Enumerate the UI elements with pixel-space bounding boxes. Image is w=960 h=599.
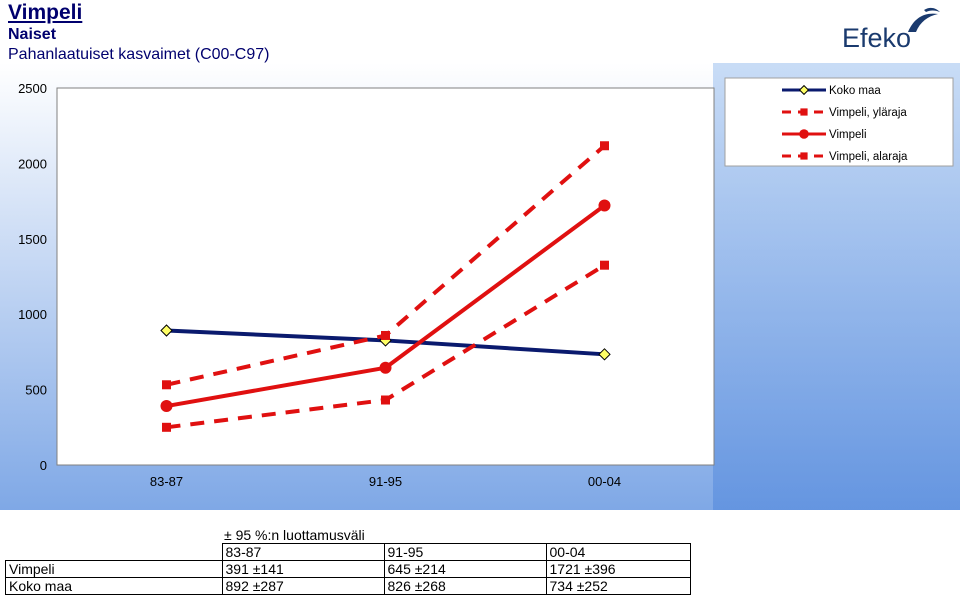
page-subtitle: Naiset [8,26,57,43]
x-axis: 83-87 91-95 00-04 [150,474,621,489]
logo-text: Efeko [842,23,911,50]
y-tick-label: 500 [25,383,47,398]
table-row: Vimpeli 391 ±141 645 ±214 1721 ±396 [5,560,691,578]
page-title: Vimpeli [8,1,83,24]
data-point-vimpeli-yläraja [600,141,609,151]
table-cell: 734 ±252 [545,577,691,595]
table-cell: 1721 ±396 [545,560,691,578]
data-point-vimpeli-alaraja [381,395,390,405]
table-header: 00-04 [545,543,691,561]
data-point-vimpeli [160,400,173,413]
legend-label: Vimpeli, alaraja [829,151,908,163]
table-header: 91-95 [383,543,547,561]
data-point-vimpeli [379,361,392,374]
legend-label: Vimpeli [829,129,867,141]
table-caption: ± 95 %:n luottamusväli [224,527,365,543]
table-row-label: Vimpeli [5,560,223,578]
x-tick-label: 91-95 [369,474,402,489]
legend-marker [800,108,808,116]
data-point-vimpeli-alaraja [600,260,609,270]
table-row: Koko maa 892 ±287 826 ±268 734 ±252 [5,577,691,595]
legend-label: Koko maa [829,85,881,97]
confidence-table: 83-87 91-95 00-04 Vimpeli 391 ±141 645 ±214 17… [5,543,691,595]
efeko-logo: Efeko [842,7,940,50]
y-tick-label: 2500 [18,81,47,96]
legend-marker [798,84,810,96]
legend-marker [800,152,808,160]
x-tick-label: 00-04 [588,474,621,489]
legend-box [724,77,954,167]
data-point-vimpeli-alaraja [162,422,171,432]
table-cell: 892 ±287 [221,577,385,595]
data-point-vimpeli-yläraja [381,330,390,340]
y-tick-label: 1000 [18,307,47,322]
table-row-label: Koko maa [5,577,223,595]
series-markers [160,141,611,432]
y-axis: 0 500 1000 1500 2000 2500 [18,81,47,473]
x-tick-label: 83-87 [150,474,183,489]
data-point-koko-maa [598,348,611,361]
y-tick-label: 0 [40,458,47,473]
chart-subtitle: Pahanlaatuiset kasvaimet (C00-C97) [8,46,270,63]
efeko-swoosh-icon [908,13,938,32]
line-chart: 0 500 1000 1500 2000 2500 83-87 91-95 00-04 Kok… [0,63,960,510]
table-cell: 826 ±268 [383,577,547,595]
data-point-koko-maa [160,324,173,337]
y-tick-label: 2000 [18,156,47,171]
legend-label: Vimpeli, yläraja [829,107,907,119]
y-tick-label: 1500 [18,232,47,247]
table-cell: 391 ±141 [221,560,385,578]
legend-marker [799,129,809,139]
table-corner [6,544,223,561]
data-point-vimpeli-yläraja [162,380,171,390]
chart-legend: Koko maa Vimpeli, yläraja Vimpeli Vimpeli, … [724,77,954,167]
data-point-vimpeli [598,199,611,212]
table-cell: 645 ±214 [383,560,547,578]
table-header: 83-87 [221,543,385,561]
plot-area [56,87,715,466]
